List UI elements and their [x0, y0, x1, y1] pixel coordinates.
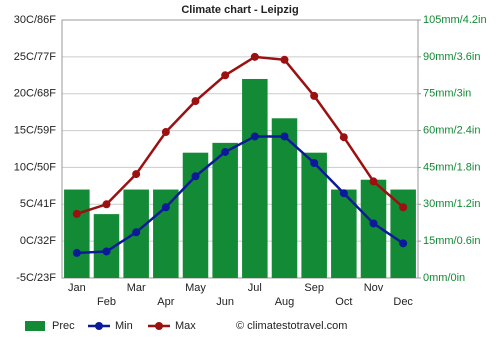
y2-tick-label: 60mm/2.4in — [423, 124, 480, 136]
x-tick-label: Apr — [157, 296, 174, 308]
y-tick-label: 10C/50F — [14, 161, 56, 173]
point — [280, 55, 289, 64]
point — [132, 170, 141, 179]
y2-tick-label: 90mm/3.6in — [423, 51, 480, 63]
x-tick-label: Feb — [97, 296, 116, 308]
x-tick-label: Mar — [127, 282, 146, 294]
legend-swatch — [155, 322, 163, 330]
x-tick-label: Sep — [304, 282, 324, 294]
bar — [271, 118, 298, 279]
point — [221, 71, 230, 80]
point — [310, 91, 319, 100]
point — [250, 52, 259, 61]
y2-tick-label: 15mm/0.6in — [423, 235, 480, 247]
point — [280, 132, 289, 141]
x-tick-label: Jul — [248, 282, 262, 294]
x-tick-label: Oct — [335, 296, 352, 308]
y-tick-label: 0C/32F — [20, 235, 56, 247]
point — [191, 172, 200, 181]
point — [250, 132, 259, 141]
point — [102, 200, 111, 209]
y-tick-label: -5C/23F — [16, 272, 56, 284]
legend-label: Max — [175, 320, 196, 332]
chart-title: Climate chart - Leipzig — [181, 4, 298, 16]
bar — [301, 152, 327, 278]
x-tick-label: Jan — [68, 282, 86, 294]
point — [369, 219, 378, 228]
line — [76, 55, 404, 216]
point — [161, 203, 170, 212]
point — [132, 228, 141, 237]
bar — [390, 189, 416, 278]
y2-tick-label: 75mm/3in — [423, 88, 471, 100]
y-tick-label: 15C/59F — [14, 124, 56, 136]
line — [76, 135, 404, 255]
x-tick-label: Dec — [393, 296, 413, 308]
legend-label: Prec — [52, 320, 75, 332]
point — [310, 159, 319, 168]
bar — [242, 78, 268, 278]
y2-tick-label: 0mm/0in — [423, 272, 465, 284]
x-tick-label: Jun — [216, 296, 234, 308]
point — [369, 177, 378, 186]
y2-tick-label: 30mm/1.2in — [423, 198, 480, 210]
point — [399, 203, 408, 212]
y-tick-label: 30C/86F — [14, 14, 56, 26]
bar — [212, 142, 238, 278]
point — [161, 128, 170, 137]
y-tick-label: 25C/77F — [14, 51, 56, 63]
x-tick-label: Nov — [364, 282, 384, 294]
legend-swatch — [25, 321, 45, 331]
bar — [153, 189, 179, 278]
point — [399, 239, 408, 248]
x-tick-label: Aug — [275, 296, 295, 308]
credit: © climatestotravel.com — [236, 320, 347, 332]
legend-swatch — [95, 322, 103, 330]
y-tick-label: 5C/41F — [20, 198, 56, 210]
plot-frame — [61, 19, 419, 279]
x-tick-label: May — [185, 282, 206, 294]
y2-tick-label: 105mm/4.2in — [423, 14, 487, 26]
point — [72, 209, 81, 218]
bar — [182, 152, 209, 278]
point — [221, 147, 230, 156]
y2-tick-label: 45mm/1.8in — [423, 161, 480, 173]
point — [339, 189, 348, 198]
bar — [64, 189, 90, 278]
bar — [331, 189, 357, 278]
point — [72, 248, 81, 257]
y-tick-label: 20C/68F — [14, 88, 56, 100]
point — [102, 247, 111, 256]
legend-label: Min — [115, 320, 133, 332]
point — [191, 97, 200, 106]
point — [339, 133, 348, 142]
